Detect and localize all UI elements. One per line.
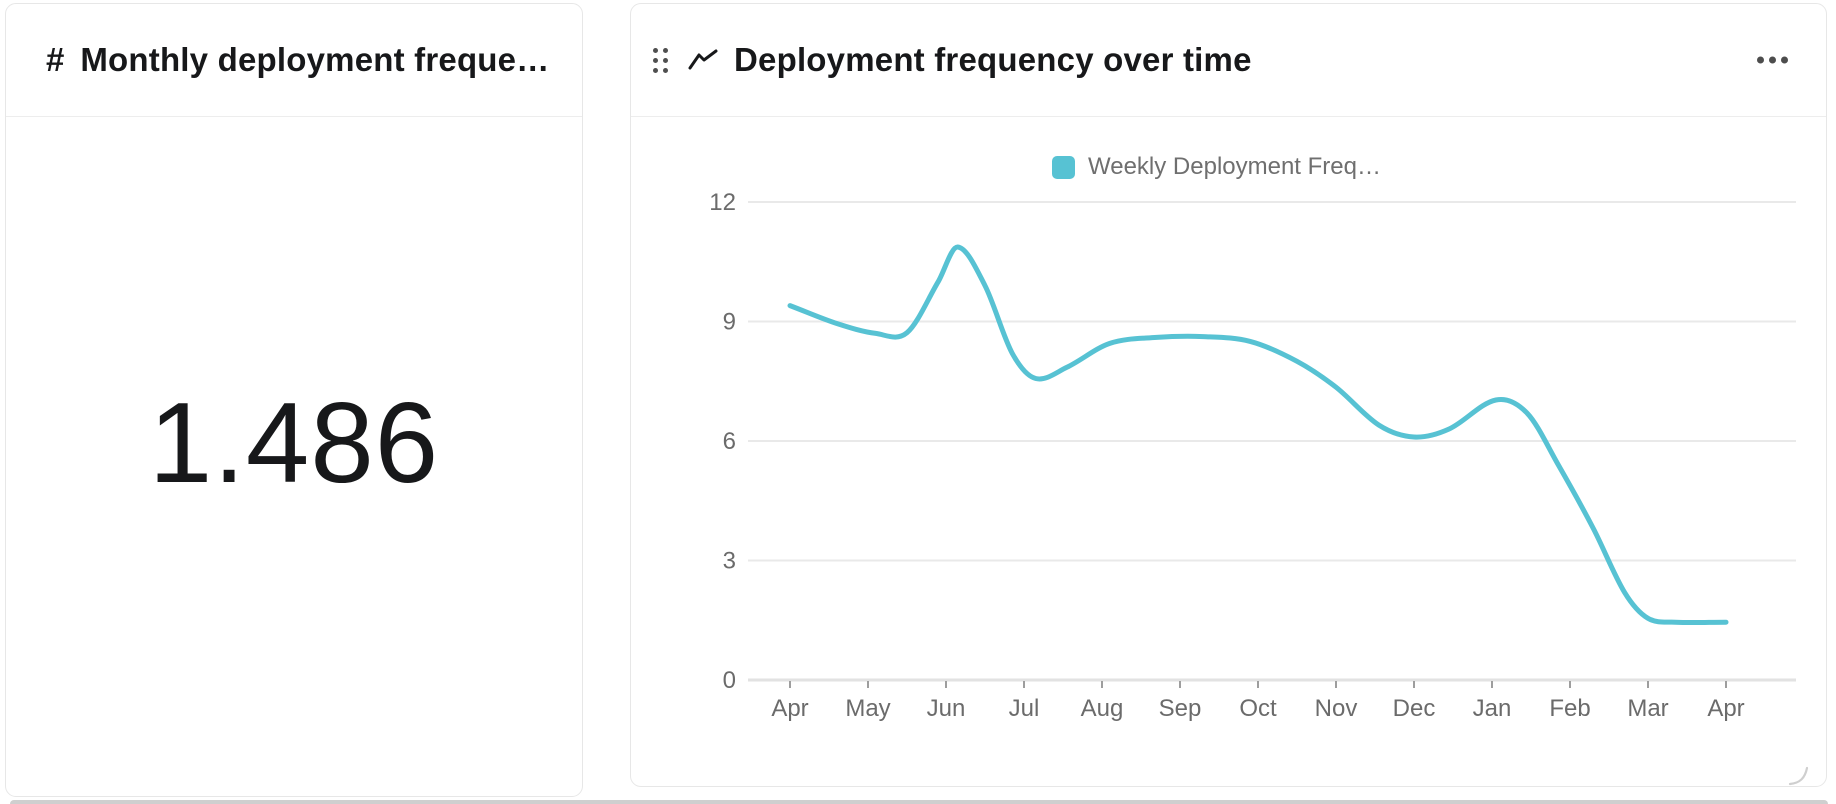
more-options-button[interactable] [1749, 49, 1796, 72]
y-axis-label-9: 9 [723, 309, 736, 336]
x-axis-label-2: Jun [927, 695, 966, 722]
stat-value: 1.486 [148, 379, 440, 507]
x-axis-label-9: Jan [1473, 695, 1512, 722]
deployment-frequency-line [787, 244, 1729, 626]
y-axis-label-12: 12 [709, 189, 736, 216]
chart-widget-header: Deployment frequency over time [631, 4, 1826, 117]
legend-label: Weekly Deployment Freq… [1088, 153, 1381, 180]
stat-widget-title: Monthly deployment frequen… [80, 41, 554, 78]
x-axis-label-12: Apr [1707, 695, 1744, 722]
line-chart-icon [687, 48, 719, 72]
y-axis-label-6: 6 [723, 428, 736, 455]
x-axis-label-7: Nov [1315, 695, 1358, 722]
y-axis-label-0: 0 [723, 667, 736, 694]
drag-handle-icon[interactable] [649, 44, 672, 77]
resize-grip-icon[interactable] [1787, 764, 1809, 786]
x-axis-label-10: Feb [1549, 695, 1590, 722]
x-axis-label-8: Dec [1393, 695, 1436, 722]
legend-swatch [1052, 155, 1075, 179]
next-widget-top-edge [10, 800, 1828, 804]
stat-widget-body: 1.486 [6, 118, 582, 796]
y-axis-label-3: 3 [723, 548, 736, 575]
x-axis-label-0: Apr [771, 695, 808, 722]
stat-widget-header: # Monthly deployment frequen… [6, 4, 582, 117]
x-axis-label-1: May [845, 695, 890, 722]
x-axis-label-11: Mar [1627, 695, 1668, 722]
x-axis-label-3: Jul [1009, 695, 1040, 722]
x-axis-label-5: Sep [1159, 695, 1202, 722]
line-chart-plot: 0 3 6 9 12 Apr May Jun Jul Aug Sep Oct Nov Dec Jan Feb M… [709, 189, 1796, 722]
chart-legend[interactable]: Weekly Deployment Freq… [1052, 153, 1381, 181]
chart-widget-card[interactable]: Deployment frequency over time Weekly De… [630, 3, 1827, 787]
x-axis-label-6: Oct [1239, 695, 1277, 722]
more-options-icon [1757, 56, 1764, 64]
number-metric-icon: # [46, 41, 65, 78]
stat-widget-card[interactable]: # Monthly deployment frequen… 1.486 [5, 3, 583, 797]
x-axis-label-4: Aug [1081, 695, 1124, 722]
